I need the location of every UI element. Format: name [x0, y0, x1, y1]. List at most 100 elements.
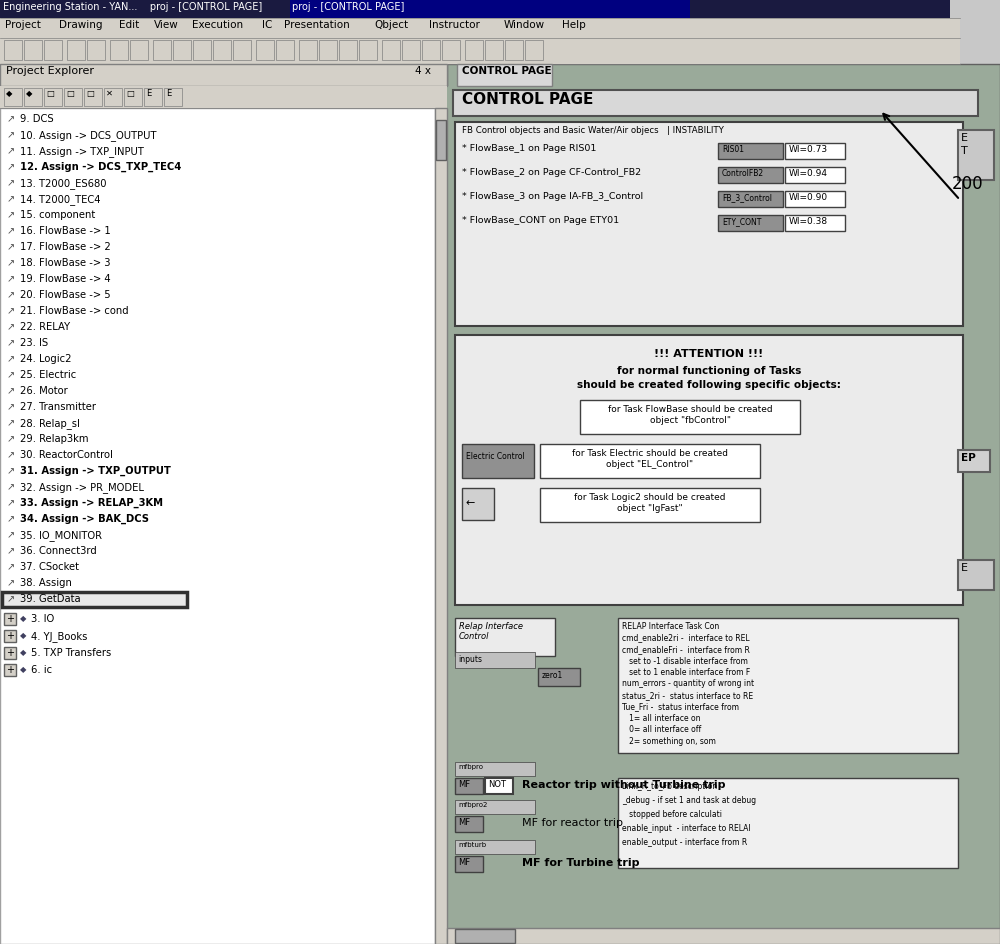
Text: * FlowBase_1 on Page RIS01: * FlowBase_1 on Page RIS01	[462, 144, 596, 153]
Text: ◆: ◆	[26, 89, 32, 98]
Text: 23. IS: 23. IS	[20, 338, 48, 348]
Text: Tue_Fri -  status interface from: Tue_Fri - status interface from	[622, 702, 739, 712]
Bar	[276, 40, 294, 60]
Text: 200: 200	[952, 175, 984, 193]
Bar	[0, 0, 950, 18]
Text: ↗: ↗	[7, 450, 15, 460]
Text: ◆: ◆	[20, 665, 26, 674]
Bar	[485, 778, 513, 794]
Bar	[718, 167, 783, 183]
Text: ↗: ↗	[7, 162, 15, 172]
Bar	[505, 40, 523, 60]
Bar	[455, 618, 555, 656]
Text: ↗: ↗	[7, 386, 15, 396]
Text: 39. GetData: 39. GetData	[20, 594, 81, 604]
Text: MF: MF	[458, 780, 470, 789]
Text: E: E	[146, 89, 151, 98]
Text: Qbject: Qbject	[374, 20, 408, 30]
Text: enable_output - interface from R: enable_output - interface from R	[622, 838, 747, 847]
Text: object "EL_Control": object "EL_Control"	[606, 460, 694, 469]
Text: zero1: zero1	[542, 671, 563, 680]
Bar	[0, 18, 960, 38]
Text: ↗: ↗	[7, 178, 15, 188]
Text: ◆: ◆	[6, 89, 12, 98]
Bar	[455, 816, 483, 832]
Bar	[256, 40, 274, 60]
Bar	[718, 143, 783, 159]
Bar	[618, 778, 958, 868]
Text: ↗: ↗	[7, 514, 15, 524]
Text: proj - [CONTROL PAGE]: proj - [CONTROL PAGE]	[292, 2, 404, 12]
Bar	[785, 215, 845, 231]
Text: inputs: inputs	[458, 655, 482, 664]
Text: ◆: ◆	[20, 648, 26, 657]
Text: ↗: ↗	[7, 466, 15, 476]
Text: NOT: NOT	[488, 780, 506, 789]
Bar	[435, 108, 447, 944]
Bar	[84, 88, 102, 106]
Bar	[104, 88, 122, 106]
Bar	[64, 88, 82, 106]
Text: 28. Relap_sl: 28. Relap_sl	[20, 418, 80, 429]
Bar	[402, 40, 420, 60]
Text: 11. Assign -> TXP_INPUT: 11. Assign -> TXP_INPUT	[20, 146, 144, 157]
Bar	[4, 40, 22, 60]
Text: □: □	[46, 89, 54, 98]
Bar	[24, 40, 42, 60]
Bar	[2, 592, 187, 607]
Text: ↗: ↗	[7, 354, 15, 364]
Text: View: View	[154, 20, 179, 30]
Text: 35. IO_MONITOR: 35. IO_MONITOR	[20, 530, 102, 541]
Bar	[453, 90, 978, 116]
Bar	[958, 450, 990, 472]
Text: ↗: ↗	[7, 578, 15, 588]
Text: 10. Assign -> DCS_OUTPUT: 10. Assign -> DCS_OUTPUT	[20, 130, 156, 141]
Text: 4. YJ_Books: 4. YJ_Books	[31, 631, 87, 642]
Text: status_2ri -  status interface to RE: status_2ri - status interface to RE	[622, 691, 753, 700]
Text: Presentation: Presentation	[284, 20, 350, 30]
Text: ↗: ↗	[7, 546, 15, 556]
Text: 32. Assign -> PR_MODEL: 32. Assign -> PR_MODEL	[20, 482, 144, 493]
Text: 1= all interface on: 1= all interface on	[622, 714, 700, 723]
Text: Execution: Execution	[192, 20, 243, 30]
Text: Control: Control	[459, 632, 490, 641]
Text: for Task Logic2 should be created: for Task Logic2 should be created	[574, 493, 726, 502]
Text: 25. Electric: 25. Electric	[20, 370, 76, 380]
Text: ↗: ↗	[7, 418, 15, 428]
Text: 33. Assign -> RELAP_3KM: 33. Assign -> RELAP_3KM	[20, 498, 163, 508]
Bar	[455, 778, 483, 794]
Text: 5. TXP Transfers: 5. TXP Transfers	[31, 648, 111, 658]
Text: Drawing: Drawing	[59, 20, 103, 30]
Text: ↗: ↗	[7, 402, 15, 412]
Text: ↗: ↗	[7, 290, 15, 300]
Bar	[4, 88, 22, 106]
Text: ↗: ↗	[7, 562, 15, 572]
Bar	[173, 40, 191, 60]
Bar	[718, 191, 783, 207]
Text: object "lgFast": object "lgFast"	[617, 504, 683, 513]
Text: 38. Assign: 38. Assign	[20, 578, 72, 588]
Text: Help: Help	[562, 20, 586, 30]
Bar	[442, 40, 460, 60]
Bar	[422, 40, 440, 60]
Text: stopped before calculati: stopped before calculati	[622, 810, 722, 819]
Bar	[455, 800, 535, 814]
Text: for Task Electric should be created: for Task Electric should be created	[572, 449, 728, 458]
Text: 19. FlowBase -> 4: 19. FlowBase -> 4	[20, 274, 111, 284]
Text: Edit: Edit	[119, 20, 139, 30]
Text: □: □	[66, 89, 74, 98]
Bar	[339, 40, 357, 60]
Text: ↗: ↗	[7, 530, 15, 540]
Bar	[525, 40, 543, 60]
Bar	[299, 40, 317, 60]
Text: 26. Motor: 26. Motor	[20, 386, 68, 396]
Bar	[213, 40, 231, 60]
Text: 27. Transmitter: 27. Transmitter	[20, 402, 96, 412]
Text: mfbturb: mfbturb	[458, 842, 486, 848]
Text: 6. ic: 6. ic	[31, 665, 52, 675]
Bar	[455, 335, 963, 605]
Bar	[958, 560, 994, 590]
Text: enable_input  - interface to RELAI: enable_input - interface to RELAI	[622, 824, 751, 833]
Bar	[455, 122, 963, 326]
Bar	[193, 40, 211, 60]
